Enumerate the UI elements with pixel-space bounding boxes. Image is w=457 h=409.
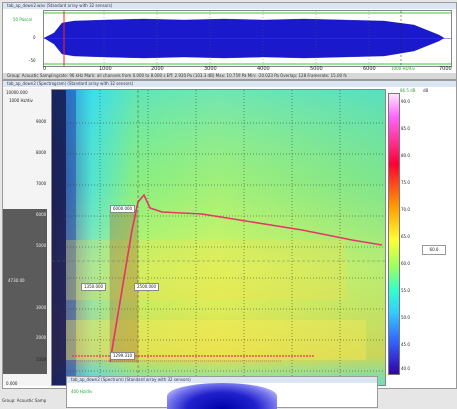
colorbar-label: 70.0 [401, 207, 410, 212]
waveform-y-label-top: 50 Pascal [13, 17, 32, 22]
spectrogram-y-unit: 1000 Hz/div [9, 98, 33, 103]
spectrogram-y-label: 9000 [36, 119, 47, 124]
spectrum-window-title[interactable]: tab_ap_down2 (Spectrum) (Standard array … [67, 377, 377, 383]
annotation-label: 1299.310 [110, 352, 136, 360]
waveform-x-tick: 7000 [439, 66, 452, 72]
waveform-x-unit: 1000 Hz/div [391, 66, 415, 71]
waveform-x-tick: 5000 [310, 66, 323, 72]
colorbar-unit-label: dB [423, 88, 429, 93]
spectrogram-y-label: 10000.000 [6, 90, 28, 95]
colorbar[interactable] [388, 93, 400, 375]
spectrogram-y-label: 5000 [36, 243, 47, 248]
waveform-x-tick: 0 [43, 66, 47, 72]
spectrogram-y-label: 1000 [36, 357, 47, 362]
colorbar-label: 90.0 [401, 99, 410, 104]
spectrogram-mid-energy-band [66, 240, 346, 300]
spectrogram-intensity-overlay [52, 90, 385, 385]
spectrogram-low-time-band [52, 90, 66, 385]
left-status-text: Group: Acoustic Samp [2, 398, 47, 403]
annotation-label: 6000.000 [110, 205, 136, 213]
waveform-x-tick: 4000 [257, 66, 270, 72]
annotation-label: 2500.000 [134, 283, 160, 291]
colorbar-value-box[interactable]: 60.0 [422, 245, 446, 255]
waveform-window[interactable]: tab_ap_down2.wav (Standard array with 32… [2, 2, 457, 80]
colorbar-label: 85.0 [401, 126, 410, 131]
spectrogram-y-label: 0.000 [6, 381, 18, 386]
colorbar-label: 75.0 [401, 180, 410, 185]
spectrogram-y-label: 7000 [36, 181, 47, 186]
waveform-x-axis: 0 1000 2000 3000 4000 5000 6000 1000 Hz/… [43, 66, 452, 73]
annotation-label: 1350.000 [81, 283, 107, 291]
waveform-plot[interactable] [43, 10, 452, 67]
colorbar-top-label: 86.5 dB [400, 88, 416, 93]
spectrum-scale-label: 400 Hz/div [71, 389, 93, 394]
spectrogram-y-label: 2000 [36, 335, 47, 340]
spectrogram-y-label: 8000 [36, 150, 47, 155]
waveform-x-tick: 6000 [363, 66, 376, 72]
spectrogram-y-axis-selection[interactable] [3, 209, 47, 374]
spectrogram-harmonic-trace [109, 193, 383, 363]
spectrogram-svg [52, 90, 385, 385]
colorbar-label: 65.0 [401, 234, 410, 239]
spectrogram-window-title[interactable]: tab_ap_down2 (Spectrogram) (Standard arr… [3, 81, 456, 87]
spectrum-window[interactable]: tab_ap_down2 (Spectrum) (Standard array … [66, 376, 378, 409]
waveform-x-tick: 1000 [99, 66, 112, 72]
waveform-y-label-bottom: -50 [29, 58, 36, 63]
waveform-window-title[interactable]: tab_ap_down2.wav (Standard array with 32… [3, 3, 456, 9]
spectrogram-y-label: 6000 [36, 212, 47, 217]
waveform-y-label-mid: 0 [33, 35, 36, 40]
spectrogram-plot[interactable]: 6000.000 1350.000 2500.000 1299.310 [51, 89, 386, 386]
colorbar-label: 55.0 [401, 288, 410, 293]
waveform-x-tick: 3000 [204, 66, 217, 72]
colorbar-label: 50.0 [401, 315, 410, 320]
waveform-status-bar: Group: Acoustic Samplingrate: 96 kHz Mar… [3, 73, 456, 79]
colorbar-label: 60.0 [401, 261, 410, 266]
waveform-svg [44, 11, 451, 66]
colorbar-label: 40.0 [401, 366, 410, 371]
colorbar-label: 80.0 [401, 153, 410, 158]
colorbar-label: 45.0 [401, 342, 410, 347]
spectrogram-low-time-band-2 [66, 90, 76, 385]
spectrum-plot-blob [167, 383, 277, 409]
spectrogram-window[interactable]: tab_ap_down2 (Spectrogram) (Standard arr… [2, 80, 457, 389]
waveform-x-tick: 2000 [151, 66, 164, 72]
spectrogram-y-label: 3000 [36, 305, 47, 310]
spectrogram-y-label-cursor: 4730.00 [8, 278, 25, 283]
